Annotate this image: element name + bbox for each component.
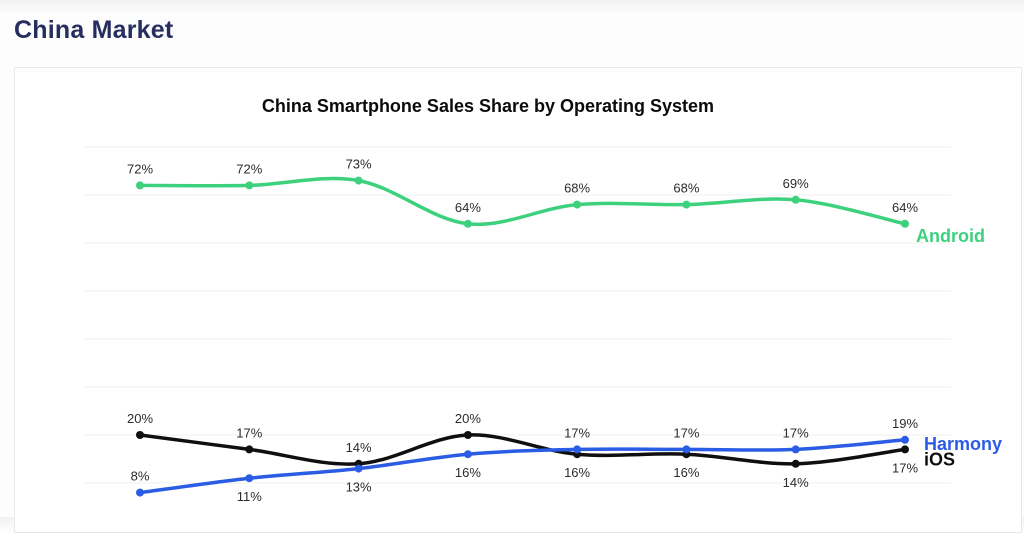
data-label-harmony-6: 17% (783, 425, 809, 440)
data-label-android-2: 73% (346, 157, 372, 172)
data-label-ios-2: 14% (346, 440, 372, 455)
data-labels-harmony: 8% 11% 13% 16% 17% 17% 17% 19% (131, 416, 919, 504)
data-label-ios-5: 16% (673, 465, 699, 480)
data-label-harmony-1: 11% (237, 489, 262, 504)
data-label-ios-7: 17% (892, 460, 918, 475)
legend-label-harmony: Harmony (924, 434, 1002, 454)
data-point-android-7 (901, 219, 909, 228)
data-label-harmony-4: 17% (564, 425, 590, 440)
data-point-android-4 (573, 200, 582, 209)
data-point-harmony-1 (245, 474, 254, 483)
data-point-ios-1 (245, 445, 254, 454)
data-point-harmony-5 (682, 445, 691, 454)
data-label-harmony-5: 17% (673, 425, 699, 440)
data-point-harmony-6 (791, 445, 800, 454)
data-point-android-0 (136, 181, 144, 190)
data-label-harmony-7: 19% (892, 416, 918, 431)
series-line-ios (138, 433, 907, 466)
data-labels-ios: 20% 17% 14% 20% 16% 16% 14% 17% (127, 411, 918, 490)
data-label-harmony-0: 8% (131, 469, 150, 484)
data-label-ios-6: 14% (783, 475, 809, 490)
series-harmony (136, 435, 909, 497)
series-line-harmony (138, 438, 907, 495)
page-title: China Market (14, 16, 174, 44)
data-label-harmony-2: 13% (346, 480, 372, 495)
data-point-harmony-2 (354, 464, 363, 473)
data-point-harmony-7 (901, 435, 909, 444)
data-point-ios-3 (463, 431, 472, 439)
chart-title: China Smartphone Sales Share by Operatin… (261, 96, 715, 116)
data-point-android-6 (791, 195, 800, 204)
chart-card: China Smartphone Sales Share by Operatin… (14, 67, 1022, 533)
data-point-android-3 (463, 219, 472, 228)
data-point-ios-7 (901, 445, 909, 454)
line-chart: 72% 72% 73% 64% 68% 68% 69% 64% 20% 17% 14% 20% 16% 1… (85, 146, 1002, 504)
data-point-android-1 (245, 181, 254, 190)
series-line-android (138, 176, 907, 227)
data-label-ios-0: 20% (127, 411, 153, 426)
data-label-android-1: 72% (236, 161, 262, 176)
data-label-android-3: 64% (455, 200, 481, 215)
data-label-harmony-3: 16% (455, 465, 481, 480)
data-point-android-2 (354, 176, 363, 185)
data-point-android-5 (682, 200, 691, 209)
data-point-harmony-4 (573, 445, 582, 454)
data-label-android-5: 68% (673, 181, 699, 196)
series-android (136, 176, 909, 228)
series-ios (136, 431, 909, 468)
data-label-android-6: 69% (783, 176, 809, 191)
data-point-harmony-3 (463, 450, 472, 459)
data-label-ios-1: 17% (236, 425, 262, 440)
gridlines (85, 146, 951, 484)
data-point-ios-0 (136, 431, 144, 439)
page-header: China Market (14, 16, 173, 45)
data-labels-android: 72% 72% 73% 64% 68% 68% 69% 64% (127, 157, 918, 215)
legend-label-android: Android (916, 226, 985, 246)
data-label-android-0: 72% (127, 161, 153, 176)
legend-label-ios: iOS (924, 449, 955, 469)
data-label-ios-4: 16% (564, 465, 590, 480)
data-point-harmony-0 (136, 488, 144, 497)
data-point-ios-6 (791, 459, 800, 468)
data-label-ios-3: 20% (455, 411, 481, 426)
data-label-android-4: 68% (564, 181, 590, 196)
data-label-android-7: 64% (892, 200, 918, 215)
